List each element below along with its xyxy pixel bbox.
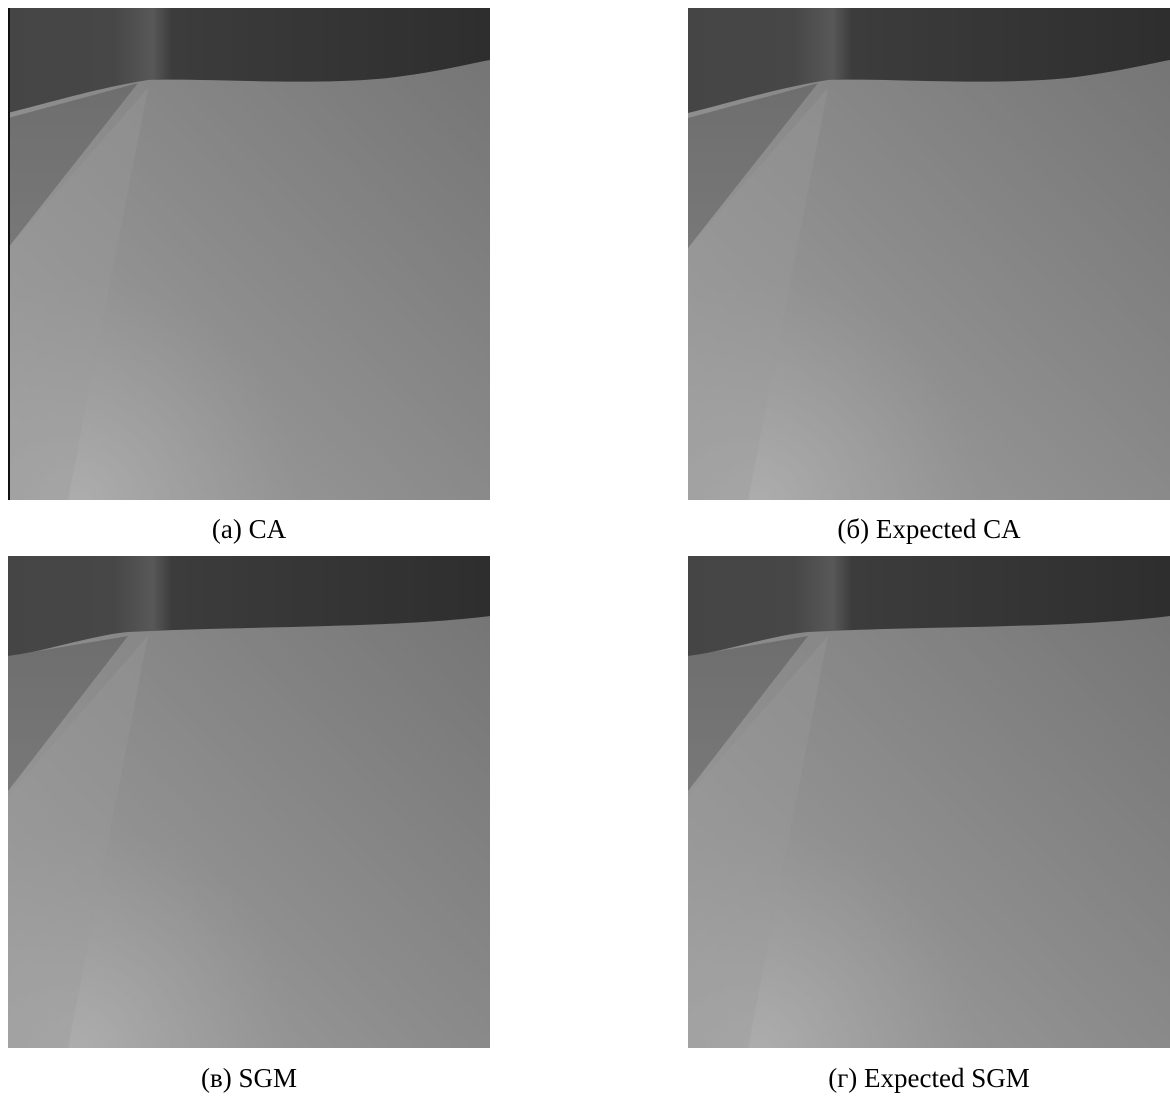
figure-page: (а) CA (б) Expected CA (в) SGM (г) Expec… — [0, 0, 1170, 1104]
caption: (в) SGM — [8, 1063, 490, 1094]
caption: (б) Expected CA — [688, 514, 1170, 545]
left-border — [8, 8, 10, 500]
depth-map-image — [8, 8, 490, 500]
depth-map-image — [688, 8, 1170, 500]
depth-map-image — [8, 556, 490, 1048]
caption: (а) CA — [8, 514, 490, 545]
caption: (г) Expected SGM — [688, 1063, 1170, 1094]
depth-map-image — [688, 556, 1170, 1048]
